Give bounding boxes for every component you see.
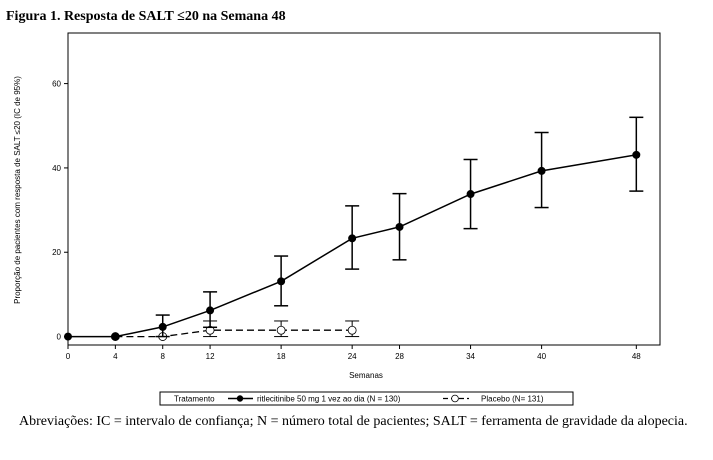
y-tick-label: 0	[57, 333, 62, 342]
legend-marker-placebo	[451, 394, 459, 403]
legend-entry-ritlecitinibe: ritlecitinibe 50 mg 1 vez ao dia (N = 13…	[257, 395, 401, 404]
series-line-ritlecitinibe	[68, 154, 637, 338]
data-point-ritlecitinibe	[348, 234, 357, 243]
figure-title: Figura 1. Resposta de SALT ≤20 na Semana…	[6, 9, 286, 24]
data-point-ritlecitinibe	[158, 322, 167, 331]
x-tick-label: 8	[160, 352, 165, 361]
data-point-ritlecitinibe	[632, 150, 641, 159]
data-point-ritlecitinibe	[466, 190, 475, 199]
y-axis-title: Proporção de pacientes com resposta de S…	[13, 76, 22, 304]
y-tick-label: 40	[52, 164, 61, 173]
data-point-ritlecitinibe	[277, 277, 286, 286]
data-point-ritlecitinibe	[206, 306, 215, 315]
x-tick-label: 4	[113, 352, 118, 361]
series-ritlecitinibe	[64, 116, 644, 341]
x-tick-label: 24	[348, 352, 357, 361]
series-line-placebo	[115, 329, 353, 338]
series-placebo	[110, 320, 360, 341]
legend-marker-ritlecitinibe	[236, 395, 244, 402]
x-axis-title: Semanas	[349, 371, 383, 380]
plot-frame	[67, 32, 661, 346]
x-tick-label: 48	[632, 352, 641, 361]
data-point-ritlecitinibe	[537, 166, 546, 175]
x-tick-label: 40	[537, 352, 546, 361]
plot-border	[67, 32, 661, 346]
x-tick-label: 18	[277, 352, 286, 361]
legend-entry-placebo: Placebo (N= 131)	[481, 395, 544, 404]
data-point-ritlecitinibe	[111, 332, 120, 341]
x-tick-label: 12	[206, 352, 215, 361]
y-tick-label: 20	[52, 248, 61, 257]
data-point-placebo	[276, 325, 286, 335]
x-tick-label: 0	[66, 352, 71, 361]
abbreviations-caption: Abreviações: IC = intervalo de confiança…	[19, 414, 688, 429]
series-layer	[64, 116, 644, 341]
x-tick-label: 34	[466, 352, 475, 361]
y-axis: 0 20 40 60	[52, 80, 68, 342]
data-point-ritlecitinibe	[395, 222, 404, 231]
legend: Tratamento ritlecitinibe 50 mg 1 vez ao …	[159, 391, 574, 406]
y-tick-label: 60	[52, 80, 61, 89]
x-axis: 0 4 8 12 18 24 28 34 40 48	[66, 345, 641, 361]
x-tick-label: 28	[395, 352, 404, 361]
data-point-ritlecitinibe	[64, 332, 72, 341]
data-point-placebo	[347, 325, 357, 335]
legend-title: Tratamento	[174, 395, 215, 404]
